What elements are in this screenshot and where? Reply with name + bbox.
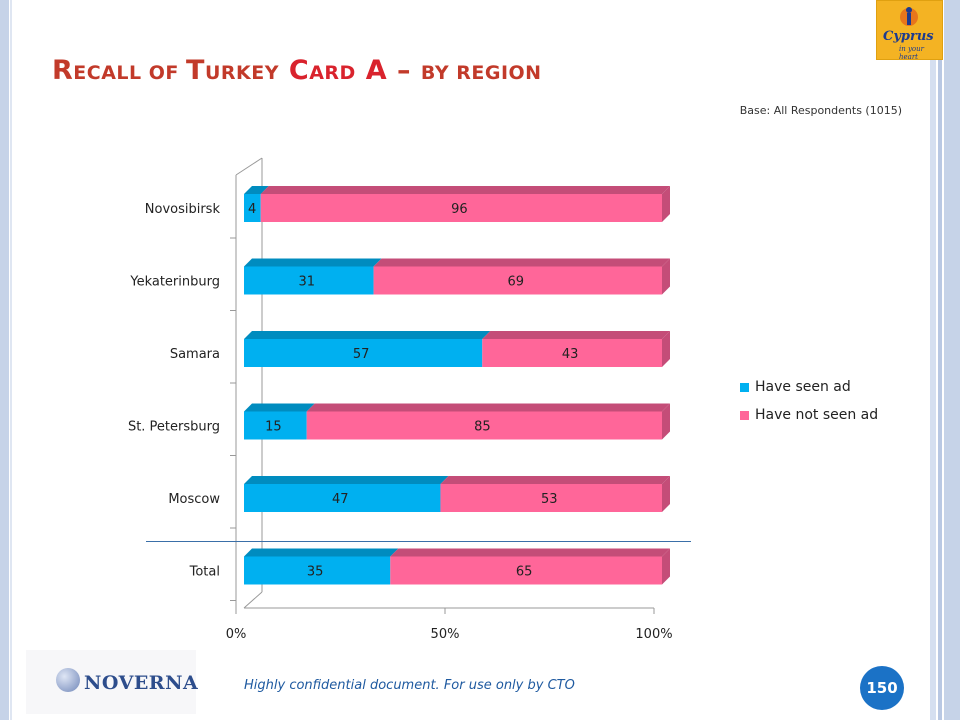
x-tick-label: 100%	[635, 627, 672, 642]
noverna-logo: NOVERNA	[26, 650, 199, 714]
sun-figure-icon	[900, 7, 918, 26]
y-axis-top-edge	[235, 157, 263, 176]
category-label: St. Petersburg	[128, 420, 220, 435]
category-label: Novosibirsk	[145, 202, 221, 217]
category-label: Samara	[170, 347, 220, 362]
bar-top-face	[482, 331, 670, 339]
legend-item-not-seen: Have not seen ad	[740, 401, 878, 429]
bar-segment	[244, 411, 307, 440]
bar-side-face	[662, 331, 670, 367]
globe-icon	[56, 668, 80, 692]
bar-segment	[244, 339, 483, 367]
bar-segment	[390, 556, 662, 585]
bar-segment	[244, 556, 391, 585]
bar-side-face	[662, 548, 670, 585]
category-label: Moscow	[168, 492, 220, 507]
data-label: 31	[299, 275, 316, 290]
legend-swatch-seen	[740, 382, 749, 392]
legend-label-seen: Have seen ad	[755, 379, 851, 395]
bar-top-face	[244, 548, 399, 557]
bar-side-face	[662, 403, 670, 440]
category-label: Total	[189, 565, 220, 580]
bar-top-face	[390, 548, 670, 557]
bar-top-face	[373, 258, 670, 267]
bar-top-face	[244, 186, 269, 194]
data-label: 4	[248, 202, 256, 217]
left-decor-line	[10, 0, 12, 720]
data-label: 47	[332, 492, 349, 507]
axis-corner	[243, 591, 263, 609]
legend-label-not-seen: Have not seen ad	[755, 407, 879, 423]
base-note: Base: All Respondents (1015)	[739, 104, 902, 117]
logo-subtext: in your heart	[899, 45, 924, 61]
legend-item-seen: Have seen ad	[740, 373, 878, 401]
bar-top-face	[244, 476, 449, 484]
bar-side-face	[662, 186, 670, 222]
data-label: 69	[508, 275, 525, 290]
data-label: 43	[562, 347, 579, 362]
data-label: 15	[265, 420, 282, 435]
bar-top-face	[244, 331, 491, 339]
bar-segment	[373, 266, 662, 295]
company-name: NOVERNA	[84, 672, 199, 694]
bar-segment	[244, 194, 261, 222]
confidential-footer: Highly confidential document. For use on…	[244, 678, 575, 693]
bar-segment	[440, 484, 662, 512]
x-tick-label: 50%	[431, 627, 460, 642]
cyprus-logo: Cyprus in your heart	[876, 0, 943, 61]
page-number: 150	[860, 666, 904, 710]
data-label: 53	[541, 492, 558, 507]
data-label: 35	[307, 565, 324, 580]
bar-side-face	[662, 258, 670, 295]
chart-legend: Have seen ad Have not seen ad	[740, 373, 878, 429]
logo-text: Cyprus	[883, 29, 934, 44]
category-label: Yekaterinburg	[129, 275, 220, 290]
page-title: RECALL OF TURKEY CARD A – BY REGION	[52, 55, 542, 86]
bar-segment	[306, 411, 662, 440]
right-decor-bars	[930, 0, 960, 720]
bar-top-face	[244, 258, 382, 267]
data-label: 96	[451, 202, 468, 217]
bar-segment	[244, 266, 374, 295]
data-label: 85	[474, 420, 491, 435]
bar-top-face	[440, 476, 670, 484]
bar-top-face	[306, 403, 670, 412]
total-separator-line	[146, 541, 691, 542]
data-label: 57	[353, 347, 370, 362]
left-decor-bar	[0, 0, 9, 720]
bar-segment	[482, 339, 662, 367]
bar-top-face	[244, 403, 315, 412]
bar-segment	[244, 484, 441, 512]
legend-swatch-not-seen	[740, 410, 749, 420]
x-tick-label: 0%	[226, 627, 247, 642]
bar-side-face	[662, 476, 670, 512]
bar-segment	[260, 194, 662, 222]
data-label: 65	[516, 565, 533, 580]
bar-top-face	[260, 186, 670, 194]
